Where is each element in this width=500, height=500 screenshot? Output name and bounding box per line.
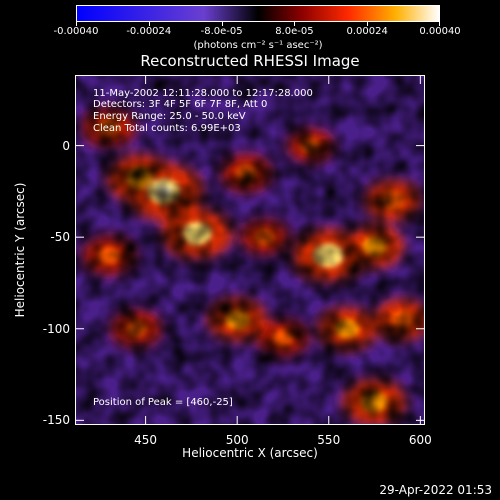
colorbar-units: (photons cm⁻² s⁻¹ asec⁻²) — [193, 40, 323, 51]
rhessi-image — [76, 76, 424, 424]
y-tick-label: -100 — [42, 321, 70, 336]
annotation-detectors: Detectors: 3F 4F 5F 6F 7F 8F, Att 0 — [93, 99, 268, 110]
x-tick-label: 450 — [134, 433, 158, 447]
x-axis-label: Heliocentric X (arcsec) — [182, 446, 318, 460]
colorbar-tick — [148, 22, 150, 26]
colorbar-tick — [367, 22, 369, 26]
colorbar-tick — [221, 22, 223, 26]
y-axis-label: Heliocentric Y (arcsec) — [13, 182, 27, 318]
speckle-texture — [76, 76, 424, 424]
x-tick-label: 500 — [225, 433, 249, 447]
y-tick-label: -150 — [42, 413, 70, 428]
colorbar-gradient — [77, 6, 439, 21]
timestamp: 29-Apr-2022 01:53 — [379, 483, 492, 497]
colorbar — [76, 5, 440, 22]
annotation-time: 11-May-2002 12:11:28.000 to 12:17:28.000 — [93, 88, 313, 99]
colorbar-tick-label: -8.0e-05 — [200, 26, 243, 37]
plot-ticks — [76, 76, 424, 424]
colorbar-tick-label: 8.0e-05 — [275, 26, 314, 37]
annotation-energy: Energy Range: 25.0 - 50.0 keV — [93, 111, 246, 122]
y-tick-label: 0 — [62, 138, 70, 153]
x-tick-label: 550 — [317, 433, 341, 447]
annotation-method: Clean Total counts: 6.99E+03 — [93, 123, 241, 134]
colorbar-tick — [439, 22, 440, 26]
colorbar-tick-label: 0.00040 — [419, 26, 461, 37]
plot-title: Reconstructed RHESSI Image — [140, 52, 360, 70]
colorbar-tick-label: 0.00024 — [346, 26, 388, 37]
colorbar-tick — [294, 22, 296, 26]
y-tick-label: -50 — [50, 230, 70, 245]
colorbar-tick — [76, 22, 77, 26]
x-tick-label: 600 — [408, 433, 432, 447]
annotation-peak: Position of Peak = [460,-25] — [93, 397, 233, 408]
image-plot — [75, 75, 425, 425]
colorbar-tick-label: -0.00040 — [53, 26, 99, 37]
colorbar-tick-label: -0.00024 — [126, 26, 172, 37]
